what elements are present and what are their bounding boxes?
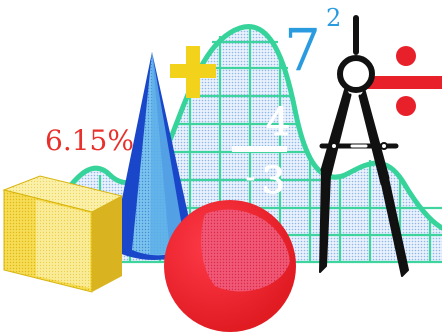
cube-icon	[2, 175, 124, 293]
divide-icon	[366, 46, 442, 116]
sphere-icon	[164, 200, 296, 332]
cone-icon	[111, 52, 197, 260]
fraction-4-3: 4 - 3	[232, 100, 291, 203]
seven-squared-exponent: 2	[326, 4, 341, 32]
percent-text: 6.15%	[45, 124, 134, 157]
fraction-denominator: 3	[262, 161, 285, 202]
fraction-minus: -	[246, 163, 255, 193]
plus-icon	[170, 46, 216, 98]
fraction-bar	[232, 146, 287, 152]
fraction-numerator: 4	[266, 100, 290, 144]
seven-squared-base: 7	[284, 16, 321, 84]
compass-icon	[319, 15, 409, 277]
